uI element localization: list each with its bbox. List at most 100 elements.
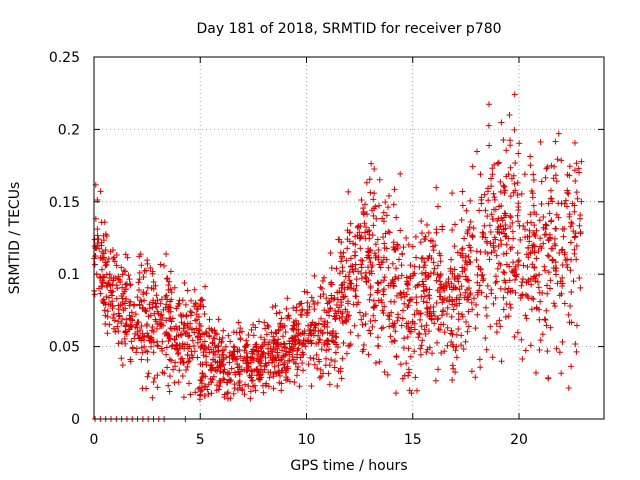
y-tick-label: 0.05 (49, 340, 80, 356)
data-point (490, 190, 497, 197)
data-point (501, 183, 508, 190)
data-point (148, 338, 155, 345)
data-point (141, 297, 148, 304)
data-point (101, 274, 108, 281)
data-point (226, 359, 233, 366)
data-point (148, 343, 155, 350)
plot-frame (93, 56, 605, 420)
data-point (456, 286, 463, 293)
data-point (156, 316, 163, 323)
data-point (534, 278, 541, 285)
y-tick-label: 0.2 (58, 122, 80, 138)
data-point (122, 281, 129, 288)
data-point (293, 307, 300, 314)
data-point (360, 205, 367, 212)
data-point (347, 329, 354, 336)
data-point (343, 257, 350, 264)
data-point (278, 341, 285, 348)
data-point (531, 273, 538, 280)
data-point (146, 305, 153, 312)
data-point (166, 388, 173, 395)
data-point (368, 270, 375, 277)
data-point (346, 312, 353, 319)
data-point (295, 345, 302, 352)
data-point (167, 268, 174, 275)
data-point (334, 344, 341, 351)
data-point (132, 311, 139, 318)
data-point (224, 389, 231, 396)
data-point (464, 261, 471, 268)
data-point (114, 285, 121, 292)
data-point (128, 309, 135, 316)
data-point (495, 159, 502, 166)
data-point (343, 350, 350, 357)
x-tick-label: 0 (90, 432, 99, 448)
data-point (347, 285, 354, 292)
data-point (375, 256, 382, 263)
data-point (421, 235, 428, 242)
data-point (476, 282, 483, 289)
data-point (462, 252, 469, 259)
data-point (531, 231, 538, 238)
data-point (418, 255, 425, 262)
data-point (535, 284, 542, 291)
data-point (398, 294, 405, 301)
data-point (278, 380, 285, 387)
data-point (414, 387, 421, 394)
data-point (437, 271, 444, 278)
data-point (441, 348, 448, 355)
data-point (290, 318, 297, 325)
data-point (150, 378, 157, 385)
data-point (291, 379, 298, 386)
data-point (451, 301, 458, 308)
data-point (399, 250, 406, 257)
data-point (134, 294, 141, 301)
data-point (166, 315, 173, 322)
data-point (180, 394, 187, 401)
data-point (561, 300, 568, 307)
data-point (469, 232, 476, 239)
data-point (317, 293, 324, 300)
data-point (172, 359, 179, 366)
data-point (573, 242, 580, 249)
data-point (367, 291, 374, 298)
data-point (418, 342, 425, 349)
data-point (414, 282, 421, 289)
data-point (403, 360, 410, 367)
data-point (424, 221, 431, 228)
data-point (150, 278, 157, 285)
data-point (386, 229, 393, 236)
data-point (220, 368, 227, 375)
data-point (491, 161, 498, 168)
data-point (99, 277, 106, 284)
data-point (138, 262, 145, 269)
data-point (500, 306, 507, 313)
data-point (517, 236, 524, 243)
data-point (475, 263, 482, 270)
data-point (501, 277, 508, 284)
data-point (536, 347, 543, 354)
data-point (314, 365, 321, 372)
data-point (527, 211, 534, 218)
data-point (391, 337, 398, 344)
data-point (545, 269, 552, 276)
data-point (196, 326, 203, 333)
data-point (450, 343, 457, 350)
data-point (243, 350, 250, 357)
data-point (486, 222, 493, 229)
data-point (247, 374, 254, 381)
data-point (139, 385, 146, 392)
data-point (555, 130, 562, 137)
data-point (405, 366, 412, 373)
data-point (391, 298, 398, 305)
data-point (422, 271, 429, 278)
data-point (449, 331, 456, 338)
data-point (171, 379, 178, 386)
data-point (515, 257, 522, 264)
data-point (358, 196, 365, 203)
data-point (535, 247, 542, 254)
data-point (243, 337, 250, 344)
data-point (285, 312, 292, 319)
data-point (186, 380, 193, 387)
data-point (356, 229, 363, 236)
